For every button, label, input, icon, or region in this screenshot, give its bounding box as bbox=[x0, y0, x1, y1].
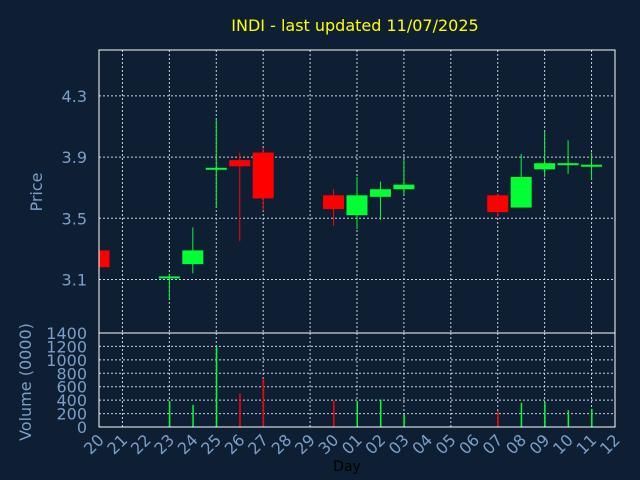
candle-body bbox=[182, 250, 204, 265]
volume-bar bbox=[591, 408, 593, 427]
axis-labels: 3.13.53.94.30200400600800100012001400202… bbox=[46, 87, 624, 458]
candle-body bbox=[99, 250, 110, 268]
candle-body bbox=[369, 189, 391, 197]
volume-bar bbox=[544, 402, 546, 427]
volume-tick-label: 1000 bbox=[46, 351, 87, 370]
candle-body bbox=[487, 195, 509, 213]
volume-bar bbox=[168, 401, 171, 427]
day-tick-label: 12 bbox=[596, 430, 624, 458]
volume-bar bbox=[379, 399, 382, 427]
volume-axis-label: Volume (0000) bbox=[16, 323, 35, 441]
candle-body bbox=[510, 176, 532, 208]
candle-body bbox=[393, 184, 415, 190]
volume-bar bbox=[356, 401, 358, 427]
volume-panel-frame bbox=[98, 332, 616, 428]
volume-bar bbox=[403, 414, 405, 427]
price-tick-label: 3.5 bbox=[62, 209, 87, 228]
price-axis-label: Price bbox=[27, 172, 46, 211]
price-tick-label: 4.3 bbox=[62, 87, 87, 106]
volume-bar bbox=[262, 378, 265, 427]
volume-bar bbox=[239, 393, 241, 427]
volume-panel-grid bbox=[99, 333, 615, 427]
volume-bars bbox=[168, 346, 593, 427]
candle-body bbox=[229, 160, 251, 167]
volume-tick-label: 600 bbox=[56, 378, 87, 397]
chart-title: INDI - last updated 11/07/2025 bbox=[231, 16, 478, 35]
candle-body bbox=[534, 163, 556, 170]
panel-frames bbox=[98, 49, 616, 428]
candles bbox=[98, 118, 603, 300]
volume-tick-label: 1400 bbox=[46, 324, 87, 343]
price-tick-label: 3.9 bbox=[62, 148, 87, 167]
candle-body bbox=[158, 276, 180, 279]
volume-tick-label: 0 bbox=[77, 418, 87, 437]
volume-tick-label: 800 bbox=[56, 364, 87, 383]
volume-bar bbox=[333, 400, 335, 427]
candle-body bbox=[252, 152, 274, 199]
price-tick-label: 3.1 bbox=[62, 270, 87, 289]
volume-bar bbox=[192, 404, 194, 427]
volume-bar bbox=[567, 410, 570, 427]
day-axis-label: Day bbox=[333, 459, 361, 475]
volume-bar bbox=[497, 410, 499, 427]
candle-body bbox=[323, 195, 345, 210]
volume-tick-label: 1200 bbox=[46, 337, 87, 356]
candle-body bbox=[581, 164, 603, 167]
volume-bar bbox=[215, 346, 218, 427]
candle-body bbox=[205, 167, 227, 170]
volume-tick-label: 400 bbox=[56, 391, 87, 410]
candle-body bbox=[346, 195, 368, 216]
volume-bar bbox=[520, 402, 523, 427]
volume-tick-label: 200 bbox=[56, 405, 87, 424]
candle-body bbox=[557, 163, 579, 166]
